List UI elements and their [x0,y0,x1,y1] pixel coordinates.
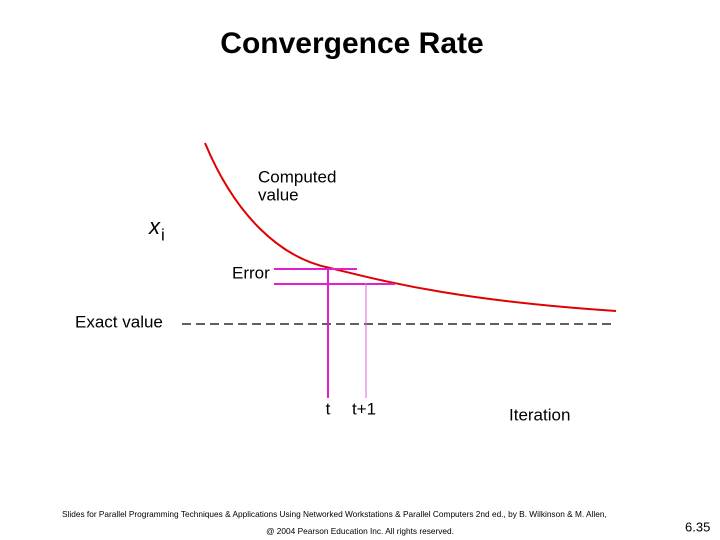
t1-label: t+1 [352,399,376,418]
x-symbol: x [148,214,161,239]
t-label: t [326,399,331,418]
computed-label: value [258,185,299,204]
exact-value-label: Exact value [75,312,163,331]
convergence-curve [204,142,617,312]
slide-title: Convergence Rate [220,27,483,60]
error-label: Error [232,263,270,282]
footer-copyright: @ 2004 Pearson Education Inc. All rights… [266,526,454,536]
footer-credit: Slides for Parallel Programming Techniqu… [62,509,607,519]
page-number: 6.35 [685,519,710,534]
x-subscript: i [161,225,165,244]
computed-label: Computed [258,167,336,186]
iteration-label: Iteration [509,405,570,424]
